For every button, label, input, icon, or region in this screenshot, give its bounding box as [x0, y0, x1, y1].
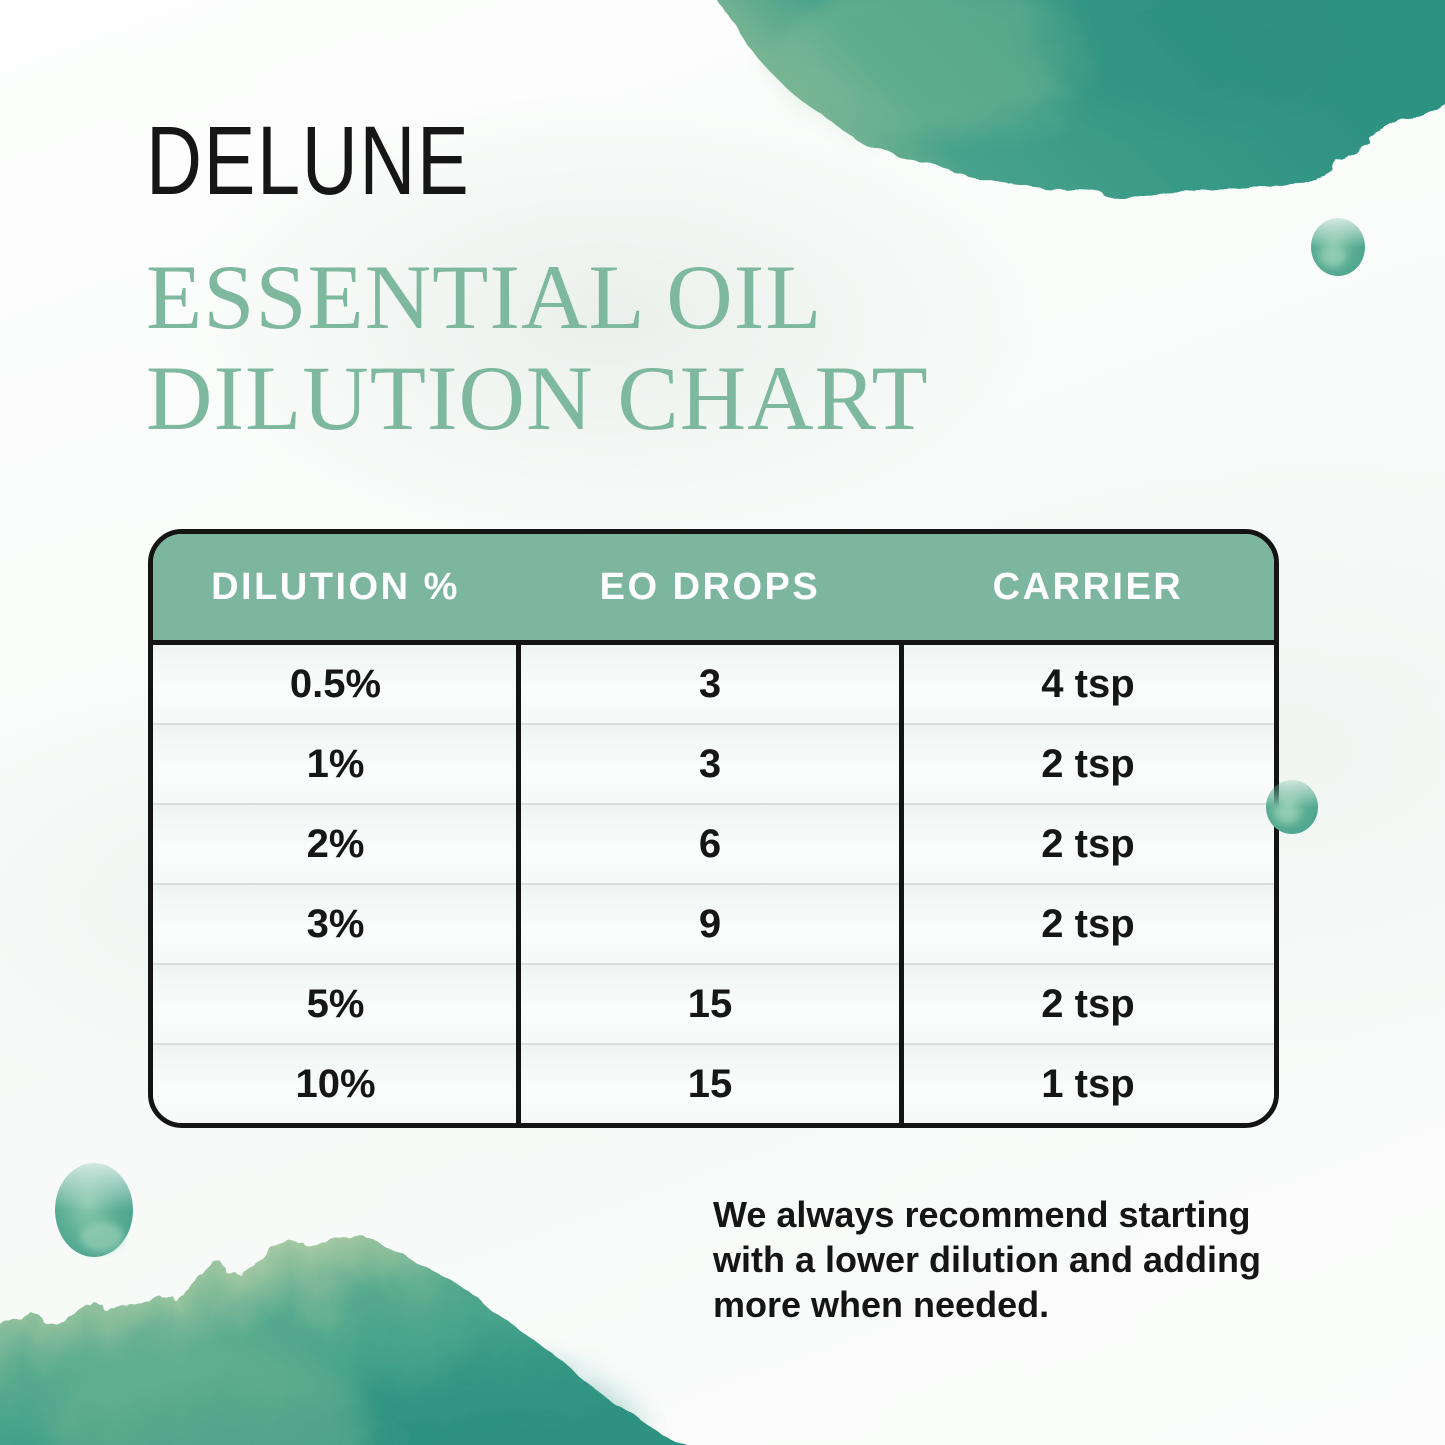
cell-eo-drops: 3 [698, 741, 722, 786]
cell-carrier: 2 tsp [1041, 981, 1135, 1026]
cell-dilution: 2% [306, 821, 365, 866]
table-row: 10% 15 1 tsp [153, 1043, 1274, 1123]
page-title: ESSENTIAL OIL DILUTION CHART [146, 247, 929, 449]
page-title-line-1: ESSENTIAL OIL [146, 246, 823, 348]
cell-eo-drops: 6 [698, 821, 722, 866]
cell-dilution: 5% [306, 981, 365, 1026]
note-line-1: We always recommend starting [713, 1194, 1251, 1235]
table-column-divider [898, 645, 904, 1123]
cell-carrier: 1 tsp [1041, 1061, 1135, 1106]
cell-eo-drops: 9 [698, 901, 722, 946]
cell-eo-drops: 15 [687, 981, 733, 1026]
brand-logo: DELUNE [146, 106, 471, 215]
cell-dilution: 10% [295, 1061, 376, 1106]
cell-dilution: 0.5% [289, 661, 382, 706]
cell-carrier: 4 tsp [1041, 661, 1135, 706]
dilution-table: DILUTION % EO DROPS CARRIER 0.5% 3 4 tsp… [148, 529, 1279, 1128]
column-header-eo-drops: EO DROPS [599, 565, 821, 608]
table-body: 0.5% 3 4 tsp 1% 3 2 tsp 2% 6 2 tsp 3% 9 … [153, 645, 1274, 1123]
recommendation-note: We always recommend starting with a lowe… [713, 1192, 1261, 1327]
table-row: 2% 6 2 tsp [153, 803, 1274, 883]
page-title-line-2: DILUTION CHART [146, 347, 929, 449]
column-header-carrier: CARRIER [992, 565, 1184, 608]
table-row: 0.5% 3 4 tsp [153, 645, 1274, 723]
cell-carrier: 2 tsp [1041, 741, 1135, 786]
cell-dilution: 1% [306, 741, 365, 786]
table-row: 1% 3 2 tsp [153, 723, 1274, 803]
cell-carrier: 2 tsp [1041, 821, 1135, 866]
table-header-row: DILUTION % EO DROPS CARRIER [153, 534, 1274, 645]
column-header-dilution: DILUTION % [211, 565, 460, 608]
table-row: 3% 9 2 tsp [153, 883, 1274, 963]
table-row: 5% 15 2 tsp [153, 963, 1274, 1043]
note-line-2: with a lower dilution and adding [713, 1239, 1261, 1280]
note-line-3: more when needed. [713, 1284, 1050, 1325]
cell-carrier: 2 tsp [1041, 901, 1135, 946]
cell-eo-drops: 15 [687, 1061, 733, 1106]
cell-dilution: 3% [306, 901, 365, 946]
cell-eo-drops: 3 [698, 661, 722, 706]
table-column-divider [515, 645, 521, 1123]
